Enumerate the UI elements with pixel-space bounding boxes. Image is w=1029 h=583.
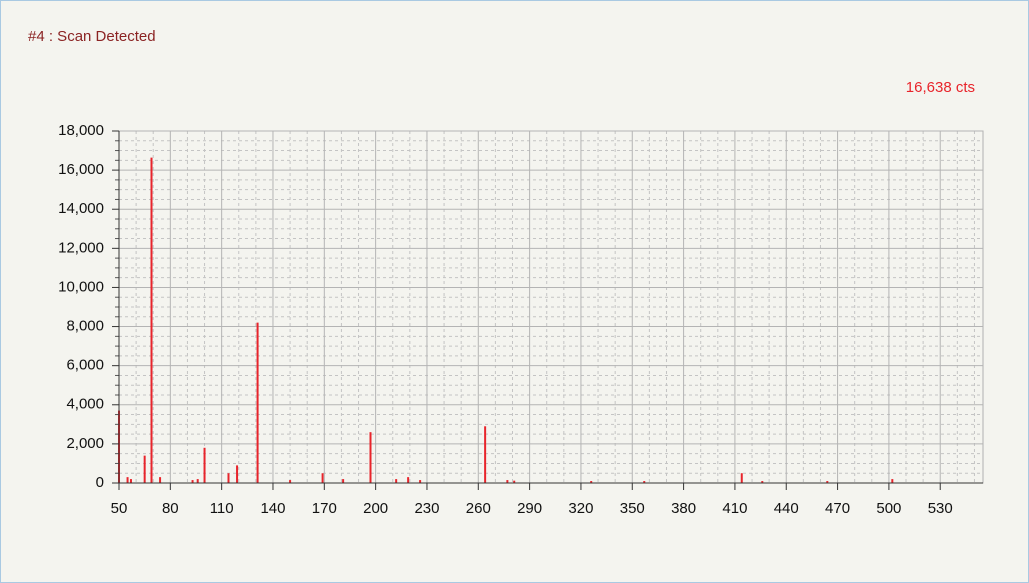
x-tick-label: 350 bbox=[620, 500, 645, 517]
y-tick-label: 10,000 bbox=[58, 278, 104, 295]
x-tick-label: 380 bbox=[671, 500, 696, 517]
x-tick-label: 50 bbox=[111, 500, 128, 517]
y-tick-label: 2,000 bbox=[66, 435, 104, 452]
x-tick-label: 110 bbox=[210, 500, 234, 517]
y-tick-label: 12,000 bbox=[58, 239, 104, 256]
x-tick-label: 320 bbox=[568, 500, 593, 517]
x-tick-label: 230 bbox=[414, 500, 439, 517]
y-tick-label: 6,000 bbox=[66, 357, 104, 374]
x-tick-label: 500 bbox=[876, 500, 901, 517]
x-tick-label: 290 bbox=[517, 500, 542, 517]
x-tick-label: 170 bbox=[312, 500, 337, 517]
chart-title: #4 : Scan Detected bbox=[28, 28, 156, 45]
x-tick-label: 440 bbox=[774, 500, 799, 517]
count-annotation: 16,638 cts bbox=[906, 79, 975, 96]
x-tick-label: 470 bbox=[825, 500, 850, 517]
x-tick-label: 410 bbox=[722, 500, 747, 517]
y-tick-label: 16,000 bbox=[58, 161, 104, 178]
x-tick-label: 80 bbox=[162, 500, 179, 517]
y-tick-label: 8,000 bbox=[66, 318, 104, 335]
y-tick-label: 0 bbox=[96, 474, 104, 491]
y-tick-label: 4,000 bbox=[66, 396, 104, 413]
x-tick-label: 200 bbox=[363, 500, 388, 517]
y-tick-label: 18,000 bbox=[58, 122, 104, 139]
axes: 0 2,000 4,000 6,000 8,000 10,000 12,000 14,000 1… bbox=[58, 122, 983, 517]
x-tick-label: 530 bbox=[928, 500, 953, 517]
x-tick-label: 260 bbox=[466, 500, 491, 517]
grid bbox=[118, 130, 984, 484]
x-tick-label: 140 bbox=[260, 500, 285, 517]
y-tick-label: 14,000 bbox=[58, 200, 104, 217]
